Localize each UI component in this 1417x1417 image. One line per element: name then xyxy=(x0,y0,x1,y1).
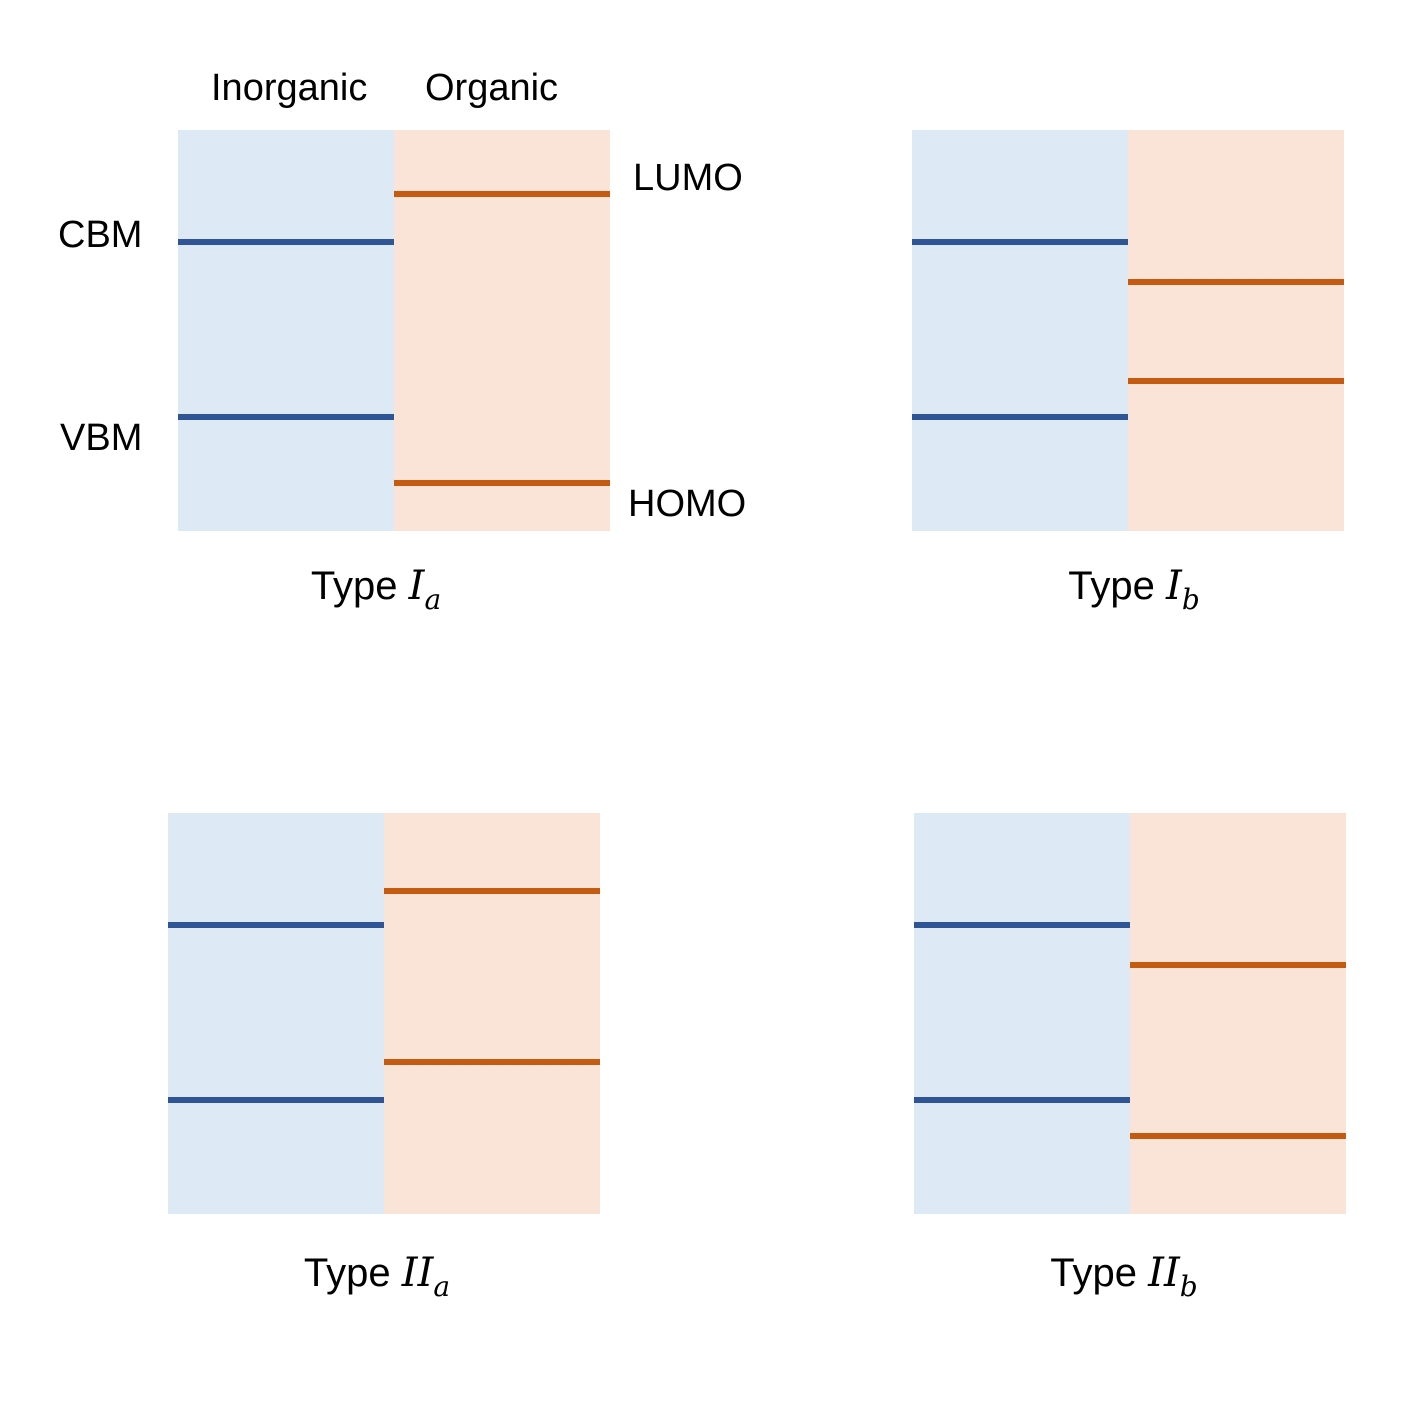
inorganic-band xyxy=(168,813,384,1214)
organic-lumo-line xyxy=(394,191,610,197)
organic-band xyxy=(1130,813,1346,1214)
inorganic-vbm-line xyxy=(178,414,394,420)
organic-homo-line xyxy=(1128,378,1344,384)
organic-homo-line xyxy=(1130,1133,1346,1139)
caption-prefix: Type xyxy=(310,564,398,608)
organic-homo-line xyxy=(384,1059,600,1065)
inorganic-vbm-line xyxy=(914,1097,1130,1103)
homo-label: HOMO xyxy=(628,483,747,525)
caption-subscript: b xyxy=(1181,583,1200,616)
caption-symbol: I xyxy=(1166,563,1182,609)
organic-band xyxy=(384,813,600,1214)
inorganic-cbm-line xyxy=(914,922,1130,928)
lumo-label: LUMO xyxy=(633,157,743,199)
caption-prefix: Type xyxy=(1050,1251,1138,1295)
caption-type-iia: Type IIa xyxy=(304,1253,450,1301)
inorganic-band xyxy=(178,130,394,531)
caption-type-iib: Type IIb xyxy=(1050,1253,1197,1301)
caption-symbol: II xyxy=(1148,1250,1180,1296)
organic-band xyxy=(1128,130,1344,531)
vbm-label: VBM xyxy=(60,417,143,459)
inorganic-vbm-line xyxy=(168,1097,384,1103)
cbm-label: CBM xyxy=(58,214,143,256)
caption-symbol: I xyxy=(408,563,425,609)
inorganic-label: Inorganic xyxy=(211,67,368,109)
organic-lumo-line xyxy=(1130,962,1346,968)
inorganic-cbm-line xyxy=(168,922,384,928)
caption-type-ib: Type Ib xyxy=(1068,566,1200,614)
organic-lumo-line xyxy=(1128,279,1344,285)
inorganic-cbm-line xyxy=(178,239,394,245)
organic-homo-line xyxy=(394,480,610,486)
organic-label: Organic xyxy=(425,67,559,109)
inorganic-vbm-line xyxy=(912,414,1128,420)
caption-subscript: a xyxy=(424,583,442,616)
caption-symbol: II xyxy=(401,1250,434,1296)
organic-lumo-line xyxy=(384,888,600,894)
caption-prefix: Type xyxy=(1068,564,1155,608)
caption-prefix: Type xyxy=(303,1251,391,1295)
inorganic-band xyxy=(912,130,1128,531)
caption-type-ia: Type Ia xyxy=(311,566,441,614)
caption-subscript: a xyxy=(433,1270,451,1303)
inorganic-cbm-line xyxy=(912,239,1128,245)
caption-subscript: b xyxy=(1179,1270,1198,1303)
inorganic-band xyxy=(914,813,1130,1214)
